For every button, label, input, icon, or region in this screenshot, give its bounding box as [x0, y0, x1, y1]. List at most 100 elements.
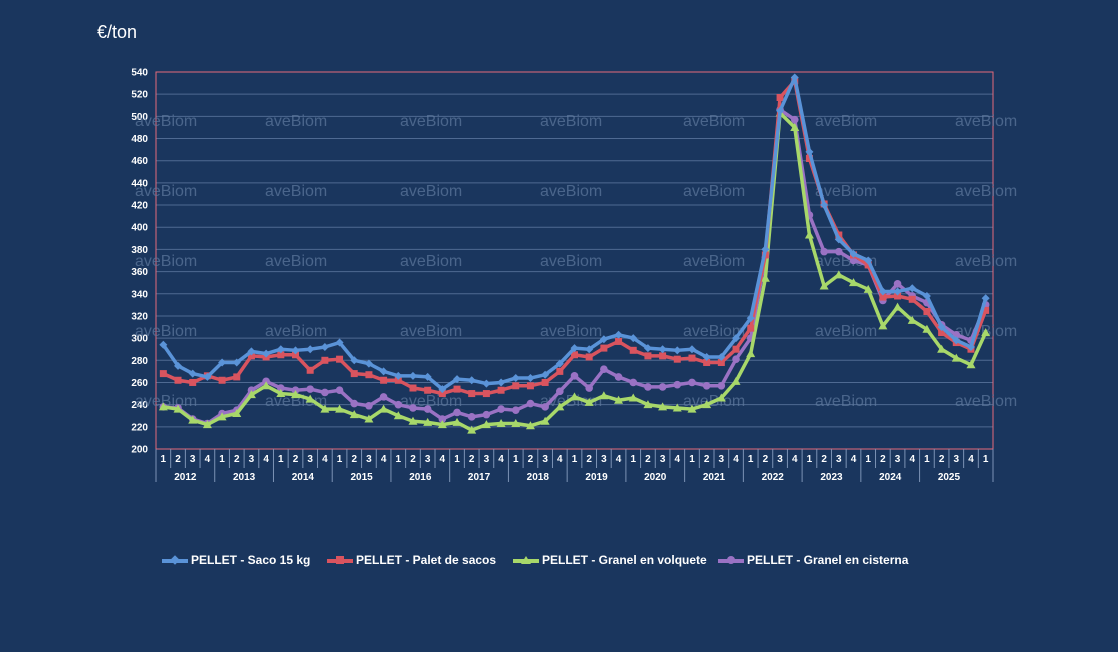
x-tick-quarter: 2	[528, 454, 534, 465]
data-point-volquete	[907, 315, 917, 324]
data-point-palet	[673, 355, 681, 363]
watermark-logo: aveBiom	[265, 323, 327, 340]
x-tick-quarter: 3	[542, 454, 548, 465]
data-point-volquete	[379, 404, 389, 413]
data-point-palet	[453, 385, 461, 393]
data-point-saco	[511, 374, 520, 383]
data-point-volquete	[849, 278, 858, 287]
data-point-palet	[864, 261, 872, 269]
data-point-saco	[732, 334, 741, 343]
data-point-cisterna	[556, 387, 564, 396]
data-point-saco	[834, 235, 843, 244]
data-point-volquete	[643, 400, 653, 409]
x-tick-quarter: 1	[748, 454, 754, 465]
y-tick-label: 520	[131, 90, 148, 101]
data-point-volquete	[349, 410, 359, 419]
data-point-volquete	[335, 404, 345, 413]
data-point-cisterna	[511, 406, 520, 414]
data-point-saco	[467, 376, 476, 385]
data-point-volquete	[951, 353, 961, 362]
data-point-saco	[335, 338, 344, 347]
data-point-palet	[776, 94, 784, 102]
y-tick-label: 260	[131, 378, 148, 389]
data-point-cisterna	[526, 399, 535, 408]
watermark-logo: aveBiom	[540, 253, 602, 270]
watermark-logo: aveBiom	[540, 183, 602, 200]
data-point-volquete	[261, 381, 271, 390]
data-point-saco	[174, 361, 183, 370]
data-point-cisterna	[702, 381, 711, 390]
data-point-saco	[218, 358, 227, 367]
watermark-logo: aveBiom	[400, 323, 462, 340]
data-point-palet	[174, 376, 182, 384]
data-point-saco	[291, 346, 300, 355]
watermark-logo: aveBiom	[135, 253, 197, 270]
data-point-volquete	[760, 273, 770, 282]
data-point-volquete	[702, 400, 712, 409]
data-point-volquete	[364, 414, 374, 423]
x-tick-quarter: 1	[924, 454, 930, 465]
x-tick-quarter: 1	[513, 454, 519, 465]
data-point-saco	[761, 245, 770, 254]
data-point-volquete	[158, 402, 168, 411]
data-point-cisterna	[438, 415, 447, 423]
legend-marker	[170, 554, 180, 565]
data-point-cisterna	[409, 404, 417, 412]
data-point-palet	[717, 359, 725, 367]
x-tick-quarter: 2	[821, 454, 827, 465]
x-tick-quarter: 1	[454, 454, 460, 465]
x-tick-quarter: 4	[909, 454, 915, 465]
data-point-volquete	[687, 404, 697, 413]
data-point-volquete	[540, 416, 550, 425]
watermark-logo: aveBiom	[400, 253, 462, 270]
series-palet	[159, 77, 990, 398]
data-point-palet	[512, 382, 520, 390]
data-point-volquete	[863, 284, 873, 293]
legend-label: PELLET - Palet de sacos	[356, 553, 497, 567]
data-point-volquete	[555, 402, 565, 411]
data-point-saco	[717, 352, 726, 361]
x-tick-year: 2014	[292, 472, 315, 483]
x-tick-year: 2016	[409, 472, 432, 483]
data-point-saco	[922, 291, 931, 300]
data-point-palet	[247, 352, 255, 360]
data-point-saco	[423, 372, 432, 381]
x-tick-quarter: 2	[175, 454, 181, 465]
data-point-palet	[894, 292, 902, 300]
watermark-logo: aveBiom	[815, 323, 877, 340]
data-point-cisterna	[379, 393, 388, 401]
x-tick-quarter: 2	[586, 454, 592, 465]
data-point-saco	[673, 346, 682, 355]
data-point-saco	[541, 370, 550, 379]
data-point-volquete	[731, 376, 741, 385]
data-point-palet	[336, 355, 344, 363]
data-point-volquete	[966, 360, 976, 369]
data-point-volquete	[746, 349, 756, 358]
watermark-logo: aveBiom	[955, 393, 1017, 410]
data-point-saco	[203, 372, 212, 381]
legend-item-saco: PELLET - Saco 15 kg	[162, 553, 310, 567]
x-tick-quarter: 1	[630, 454, 636, 465]
x-tick-quarter: 4	[675, 454, 681, 465]
data-point-volquete	[173, 404, 183, 413]
data-point-palet	[277, 351, 285, 359]
data-point-saco	[232, 358, 241, 367]
y-tick-label: 220	[131, 422, 148, 433]
x-tick-quarter: 1	[161, 454, 167, 465]
data-point-saco	[864, 256, 873, 265]
x-tick-quarter: 1	[983, 454, 989, 465]
data-point-palet	[600, 344, 608, 352]
legend-swatch	[718, 555, 744, 564]
watermark-logo: aveBiom	[135, 393, 197, 410]
data-point-saco	[908, 284, 917, 293]
x-tick-quarter: 1	[337, 454, 343, 465]
legend-label: PELLET - Granel en cisterna	[747, 553, 909, 567]
x-tick-quarter: 4	[851, 454, 857, 465]
x-tick-quarter: 1	[865, 454, 871, 465]
data-point-saco	[805, 147, 814, 156]
x-tick-quarter: 2	[234, 454, 240, 465]
legend-swatch	[327, 555, 353, 564]
x-tick-quarter: 4	[322, 454, 328, 465]
x-tick-year: 2024	[879, 472, 902, 483]
watermark-logo: aveBiom	[265, 253, 327, 270]
